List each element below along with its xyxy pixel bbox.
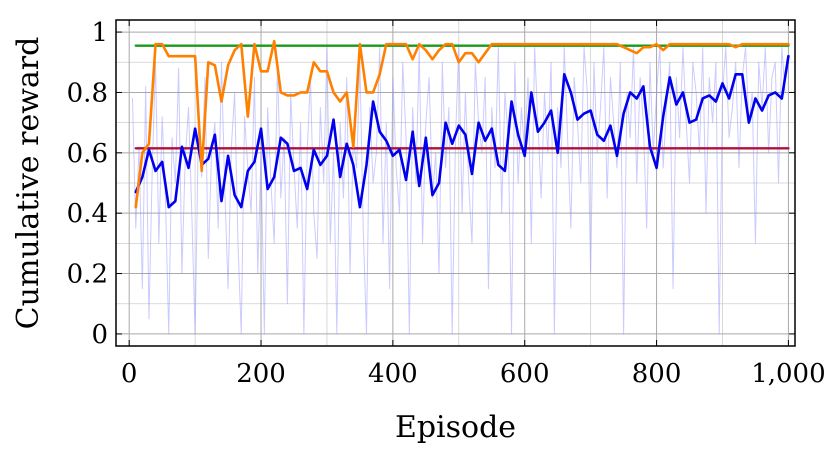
series-line-3 bbox=[134, 54, 790, 209]
x-tick-label: 600 bbox=[500, 359, 550, 389]
x-tick-label: 1,000 bbox=[751, 359, 825, 389]
x-tick-label: 400 bbox=[368, 359, 418, 389]
y-axis-label: Cumulative reward bbox=[11, 37, 46, 330]
axis-ticks: 0 200 400 600 800 1,000 0 0.2 0.4 0.6 0.8 1 bbox=[67, 18, 826, 389]
y-tick-label: 1 bbox=[91, 18, 108, 48]
plot-series bbox=[131, 39, 790, 335]
x-tick-label: 0 bbox=[121, 359, 138, 389]
x-tick-label: 200 bbox=[236, 359, 286, 389]
y-tick-label: 0.4 bbox=[67, 199, 108, 229]
y-tick-label: 0.2 bbox=[67, 260, 108, 290]
x-tick-label: 800 bbox=[632, 359, 682, 389]
series-line-2 bbox=[131, 46, 786, 335]
x-axis-label: Episode bbox=[395, 410, 516, 445]
plot-frame bbox=[115, 19, 796, 347]
series-line-4 bbox=[134, 39, 790, 209]
y-tick-label: 0.6 bbox=[67, 139, 108, 169]
y-tick-label: 0.8 bbox=[67, 78, 108, 108]
grid bbox=[116, 20, 795, 346]
y-tick-label: 0 bbox=[91, 320, 108, 350]
